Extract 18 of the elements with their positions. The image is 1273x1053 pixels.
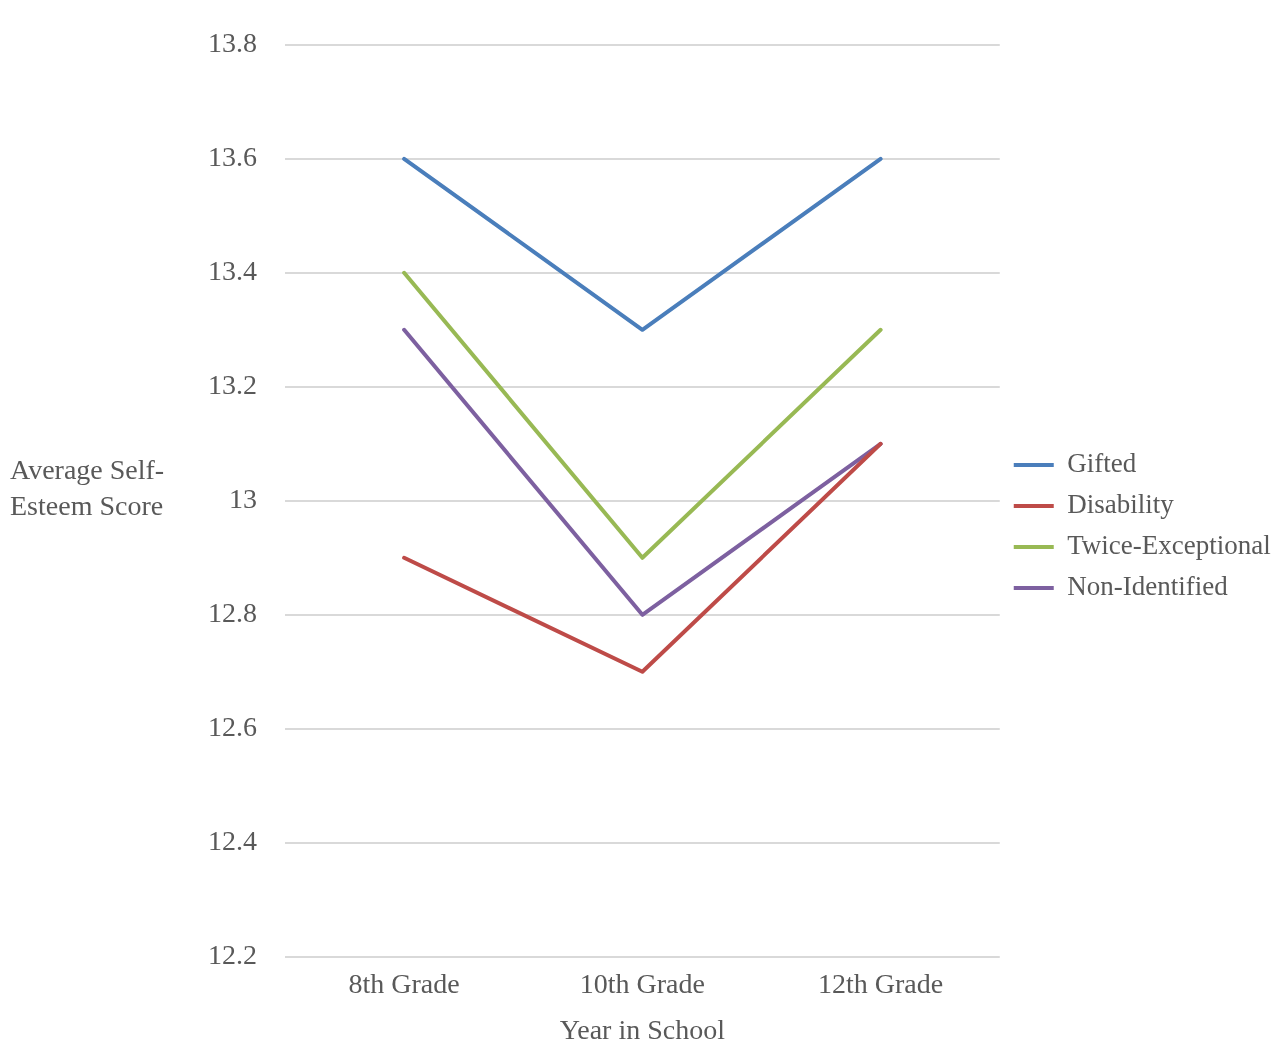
y-tick-label: 13.4 xyxy=(208,255,257,287)
y-tick-label: 13.6 xyxy=(208,141,257,173)
x-tick-label: 8th Grade xyxy=(348,967,460,999)
legend-label: Disability xyxy=(1067,489,1175,520)
y-tick-label: 12.6 xyxy=(208,711,257,743)
legend-label: Gifted xyxy=(1067,448,1137,479)
x-axis-title: Year in School xyxy=(559,1013,726,1045)
y-tick-label: 13 xyxy=(229,483,257,515)
x-tick-label: 10th Grade xyxy=(579,967,705,999)
y-tick-label: 12.4 xyxy=(208,825,257,857)
y-axis-title: Average Self-Esteem Score xyxy=(10,453,166,523)
legend-label: Twice-Exceptional xyxy=(1067,530,1271,561)
y-tick-label: 13.8 xyxy=(208,27,257,59)
x-tick-label: 12th Grade xyxy=(818,967,944,999)
y-tick-label: 13.2 xyxy=(208,369,257,401)
legend-label: Non-Identified xyxy=(1067,571,1229,602)
y-tick-label: 12.2 xyxy=(208,939,257,971)
y-tick-label: 12.8 xyxy=(208,597,257,629)
